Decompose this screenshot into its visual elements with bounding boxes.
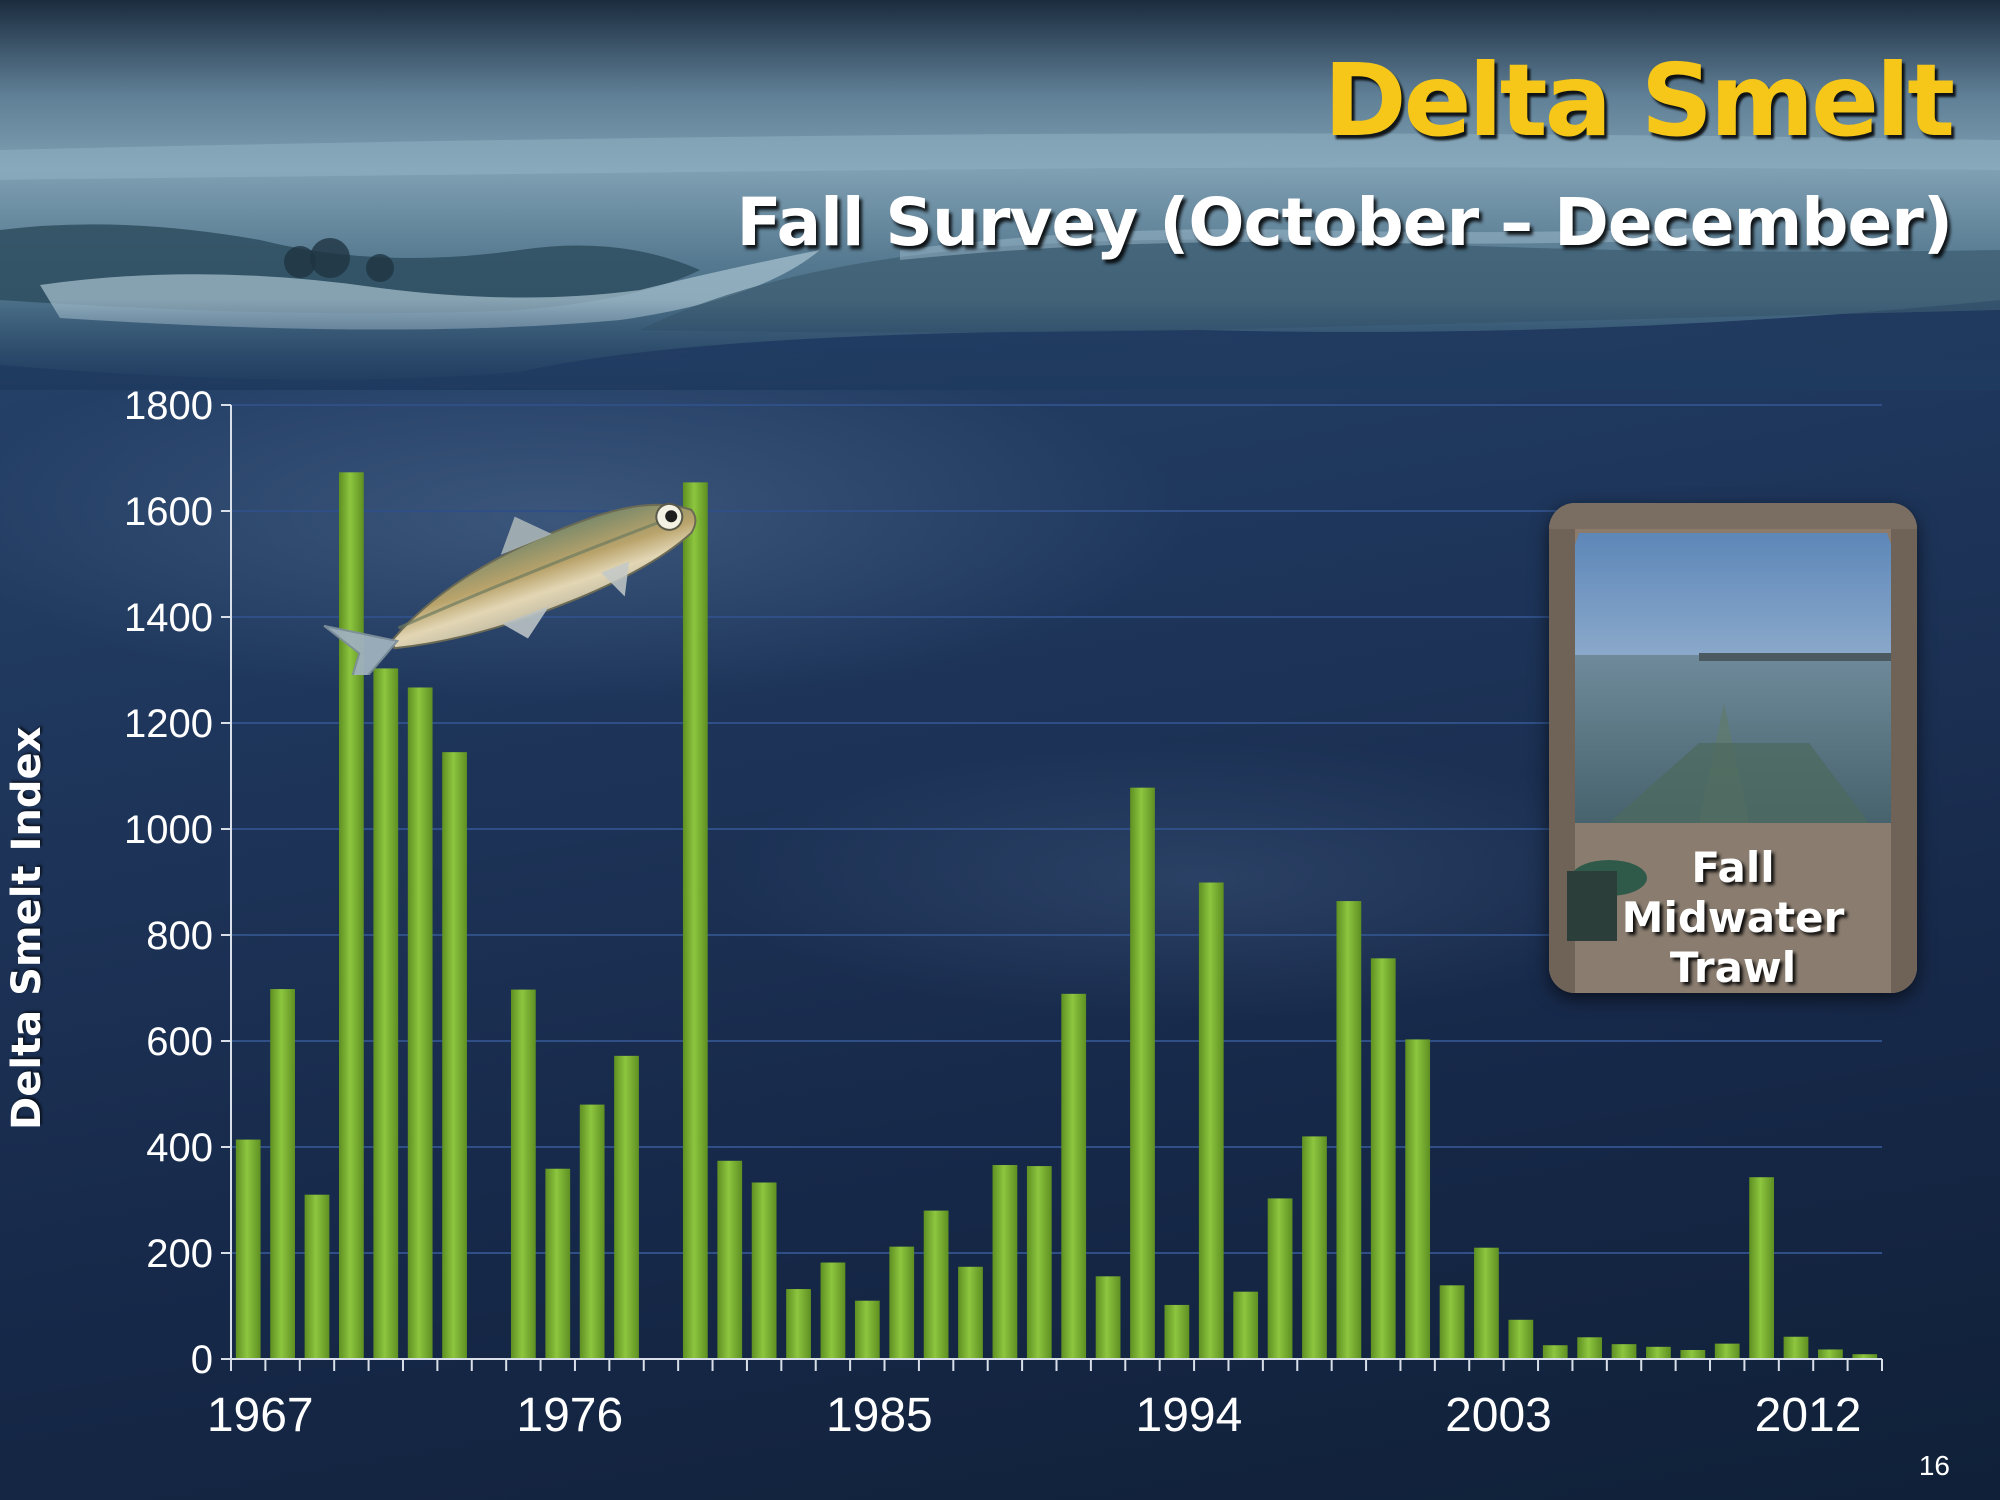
y-tick-label: 1400 — [124, 596, 213, 640]
x-tick-label: 1976 — [516, 1389, 623, 1442]
chart-axes — [221, 404, 1883, 1371]
bar-2005 — [1542, 1345, 1568, 1359]
x-tick-label: 2003 — [1445, 1389, 1552, 1442]
bar-1993 — [1130, 787, 1155, 1359]
y-tick-label: 1000 — [124, 808, 213, 852]
bar-1978 — [614, 1055, 639, 1359]
bar-1997 — [1267, 1198, 1293, 1359]
bar-2000 — [1370, 958, 1396, 1359]
x-tick-label: 1985 — [826, 1389, 933, 1442]
bar-2010 — [1714, 1343, 1740, 1359]
bar-2003 — [1474, 1247, 1499, 1359]
y-tick-label: 600 — [146, 1020, 213, 1064]
bar-2006 — [1577, 1337, 1603, 1359]
bar-2008 — [1646, 1346, 1671, 1359]
bar-1986 — [889, 1246, 915, 1359]
bar-2002 — [1439, 1285, 1465, 1359]
bar-1991 — [1061, 993, 1087, 1359]
y-axis-label: Delta Smelt Index — [4, 726, 50, 1130]
y-tick-label: 1200 — [124, 702, 213, 746]
bar-1969 — [304, 1194, 330, 1359]
bar-1972 — [407, 687, 433, 1359]
bar-1976 — [545, 1168, 571, 1359]
bar-1992 — [1095, 1276, 1121, 1359]
bar-1987 — [923, 1210, 949, 1359]
bar-2011 — [1749, 1177, 1774, 1359]
bar-2014 — [1852, 1354, 1878, 1359]
bar-1971 — [373, 668, 399, 1359]
bar-1989 — [992, 1165, 1018, 1359]
slide-subtitle: Fall Survey (October – December) — [736, 184, 1953, 261]
bar-1983 — [786, 1289, 811, 1359]
bar-1980 — [682, 482, 708, 1359]
bar-1973 — [442, 752, 467, 1359]
x-tick-label: 1994 — [1136, 1389, 1243, 1442]
chart-tick-labels: 0 200 400 600 800 1000 1200 1400 1600 1800 1967 197… — [124, 384, 1861, 1442]
bar-1996 — [1233, 1291, 1259, 1359]
midwater-trawl-photo: Fall Midwater Trawl — [1549, 503, 1917, 993]
bar-1999 — [1336, 901, 1362, 1359]
bar-1975 — [510, 989, 536, 1359]
delta-smelt-fish-icon — [323, 502, 697, 675]
bar-2001 — [1405, 1039, 1431, 1359]
bar-1967 — [235, 1139, 261, 1359]
y-tick-label: 1800 — [124, 384, 213, 428]
bar-1982 — [751, 1182, 777, 1359]
bar-2007 — [1611, 1344, 1637, 1359]
y-tick-label: 1600 — [124, 490, 213, 534]
y-tick-label: 0 — [191, 1338, 213, 1382]
bar-1985 — [854, 1300, 880, 1359]
bar-2004 — [1508, 1319, 1534, 1359]
slide-title: Delta Smelt — [1323, 42, 1955, 159]
chart-bars — [235, 472, 1878, 1359]
bar-1990 — [1026, 1166, 1052, 1359]
y-tick-label: 800 — [146, 914, 213, 958]
bar-1995 — [1198, 882, 1224, 1359]
y-tick-label: 400 — [146, 1126, 213, 1170]
bar-2013 — [1818, 1349, 1843, 1359]
x-tick-label: 1967 — [207, 1389, 314, 1442]
page-number: 16 — [1918, 1450, 1950, 1481]
x-tick-label: 2012 — [1755, 1389, 1862, 1442]
bar-2009 — [1680, 1349, 1706, 1359]
bar-1988 — [958, 1266, 983, 1359]
bar-1994 — [1164, 1304, 1190, 1359]
trawl-caption: Fall Midwater Trawl — [1621, 843, 1845, 992]
bar-1968 — [270, 989, 295, 1359]
bar-1981 — [717, 1160, 743, 1359]
delta-landscape-header-image — [0, 0, 2000, 390]
bar-1977 — [579, 1104, 605, 1359]
bar-1984 — [820, 1262, 846, 1359]
bar-1970 — [339, 472, 364, 1359]
y-tick-label: 200 — [146, 1232, 213, 1276]
bar-2012 — [1783, 1336, 1809, 1359]
bar-1998 — [1302, 1136, 1327, 1359]
